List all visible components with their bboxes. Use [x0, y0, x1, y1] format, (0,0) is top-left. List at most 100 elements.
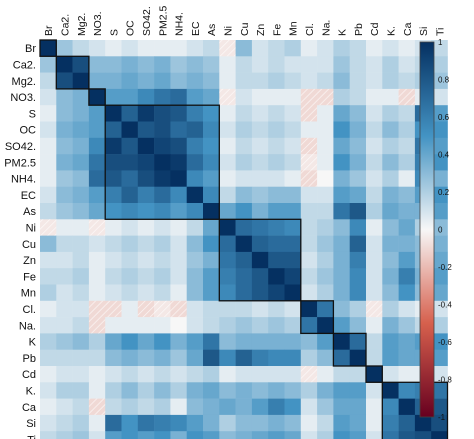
cell-k-as — [203, 382, 220, 399]
hatch-no3-cl — [300, 88, 318, 106]
cell-mn-k — [382, 284, 399, 302]
cell-pb-ca — [398, 349, 416, 367]
cell-fe-no3 — [88, 268, 106, 285]
cell-si-pb — [349, 414, 367, 432]
cell-oc-as — [203, 121, 220, 139]
row-label-ti: Ti — [27, 434, 36, 439]
cell-zn-na — [317, 251, 334, 269]
cell-as-cd — [366, 203, 383, 220]
hatch-no3-ni — [219, 88, 236, 106]
row-label-cu: Cu — [22, 239, 36, 251]
cell-so42-mn — [284, 137, 302, 155]
cell-ni-fe — [268, 219, 285, 236]
cell-as-k — [382, 203, 399, 220]
cell-zn-ti — [431, 251, 448, 269]
cell-ca2-ec — [186, 56, 204, 73]
cell-as-fe — [268, 203, 285, 220]
cell-no3-k — [382, 88, 399, 106]
cell-ti-k — [382, 431, 399, 439]
cell-br-na — [317, 40, 334, 57]
hatch-br-ni — [219, 40, 236, 57]
cell-ec-k — [333, 186, 350, 204]
cell-as-br — [40, 203, 57, 220]
cell-mg2-pb — [349, 72, 367, 90]
cell-cl-ca2 — [56, 300, 73, 318]
cell-si-so42 — [137, 414, 155, 432]
cell-oc-cl — [300, 121, 318, 139]
cell-so42-so42 — [137, 137, 155, 155]
cell-nh4-oc — [121, 170, 139, 187]
cell-ni-cu — [235, 219, 253, 236]
hatch-cl-nh4 — [170, 300, 187, 318]
cell-mn-mg2 — [72, 284, 90, 302]
cell-ni-cl — [300, 219, 318, 236]
cell-s-na — [317, 105, 334, 122]
hatch-na-no3 — [88, 317, 106, 334]
cell-fe-ca — [398, 268, 416, 285]
cell-k-pm2-5 — [154, 333, 171, 350]
cell-zn-ec — [186, 251, 204, 269]
cell-ec-pb — [349, 186, 367, 204]
cell-ca2-k — [333, 56, 350, 73]
cell-ca-as — [203, 398, 220, 416]
cell-mg2-cu — [235, 72, 253, 90]
cell-fe-nh4 — [170, 268, 187, 285]
cell-nh4-pb — [349, 170, 367, 187]
cell-si-cl — [300, 414, 318, 432]
colorbar-tick-10: -1 — [438, 413, 446, 422]
cell-as-ti — [431, 203, 448, 220]
cell-br-ca — [398, 40, 416, 57]
cell-pb-so42 — [137, 349, 155, 367]
cell-no3-oc — [121, 88, 139, 106]
cell-ti-nh4 — [170, 431, 187, 439]
negative-hatching — [40, 40, 415, 415]
cell-cu-fe — [268, 235, 285, 253]
cell-pb-k — [382, 349, 399, 367]
cell-pm2-5-ti — [431, 154, 448, 171]
cell-cu-zn — [251, 235, 269, 253]
cell-oc-pb — [349, 121, 367, 139]
cell-si-no3 — [88, 414, 106, 432]
row-label-cl: Cl. — [23, 304, 36, 316]
cell-pb-oc — [121, 349, 139, 367]
cell-zn-pm2-5 — [154, 251, 171, 269]
cell-k-no3 — [88, 333, 106, 350]
cell-ca-br — [40, 398, 57, 416]
cell-cd-ec — [186, 366, 204, 383]
cell-mn-no3 — [88, 284, 106, 302]
cell-cd-pm2-5 — [154, 366, 171, 383]
colorbar-frame — [419, 41, 435, 418]
cell-si-fe — [268, 414, 285, 432]
cell-br-s — [105, 40, 122, 57]
cell-nh4-s — [105, 170, 122, 187]
cell-br-cd — [366, 40, 383, 57]
cell-s-oc — [121, 105, 139, 122]
hatch-cl-cd — [366, 300, 383, 318]
cell-mg2-mg2 — [72, 72, 90, 90]
cell-k-s — [105, 382, 122, 399]
cell-na-nh4 — [170, 317, 187, 334]
cell-pm2-5-s — [105, 154, 122, 171]
cell-br-oc — [121, 40, 139, 57]
cell-ca2-nh4 — [170, 56, 187, 73]
cell-mg2-s — [105, 72, 122, 90]
cell-br-no3 — [88, 40, 106, 57]
cell-mg2-ca2 — [56, 72, 73, 90]
cell-zn-no3 — [88, 251, 106, 269]
cell-br-pm2-5 — [154, 40, 171, 57]
cell-ec-mg2 — [72, 186, 90, 204]
cell-na-k — [333, 317, 350, 334]
cluster-box-5 — [218, 218, 302, 302]
hatch-no3-na — [317, 88, 334, 106]
cluster-box-2 — [55, 55, 90, 90]
cell-cl-mn — [284, 300, 302, 318]
cell-ca-pm2-5 — [154, 398, 171, 416]
cell-ca-k — [333, 398, 350, 416]
cell-cd-pb — [349, 366, 367, 383]
cell-ni-cd — [366, 219, 383, 236]
colorbar-ticks: 1 0.8 0.6 0.4 0.2 0 -0.2 -0.4 -0.6 -0.8 -1 — [438, 38, 452, 422]
cell-mg2-k — [333, 72, 350, 90]
cell-mg2-nh4 — [170, 72, 187, 90]
cell-zn-fe — [268, 251, 285, 269]
cell-pm2-5-as — [203, 154, 220, 171]
